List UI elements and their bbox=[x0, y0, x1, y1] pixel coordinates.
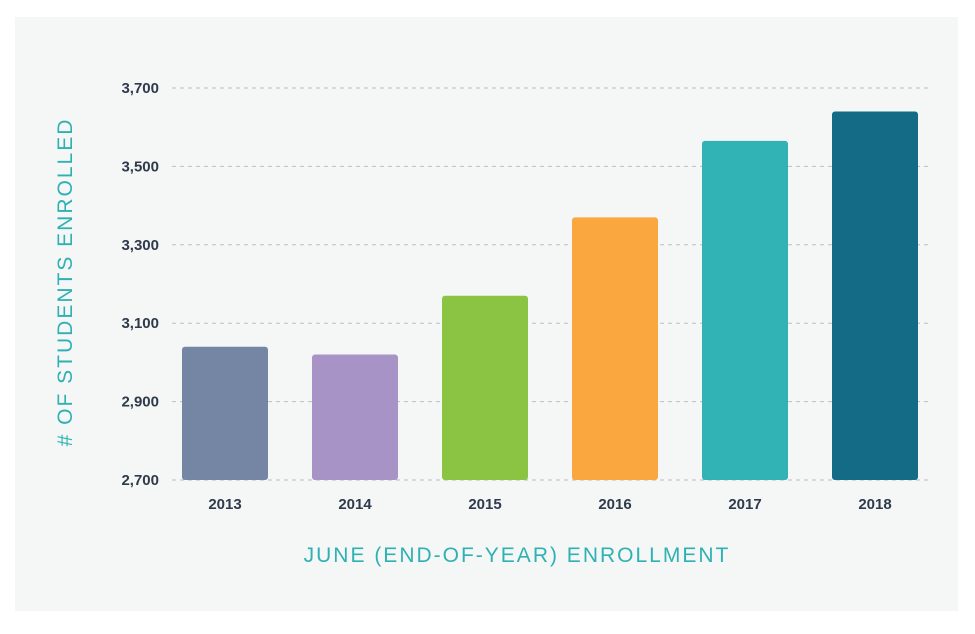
x-tick-label: 2014 bbox=[338, 496, 372, 513]
x-tick-label: 2013 bbox=[208, 496, 241, 513]
bar-2015 bbox=[442, 295, 528, 480]
y-tick-labels: 2,700 2,900 3,100 3,300 3,500 3,700 bbox=[121, 80, 159, 489]
bar-2017 bbox=[702, 140, 788, 481]
y-axis-title: # OF STUDENTS ENROLLED bbox=[54, 118, 77, 447]
x-tick-label: 2015 bbox=[468, 496, 501, 513]
y-tick-label: 3,500 bbox=[121, 158, 159, 175]
x-tick-labels: 2013 2014 2015 2016 2017 2018 bbox=[208, 496, 891, 513]
bars bbox=[182, 111, 918, 481]
gridlines bbox=[172, 87, 930, 481]
x-tick-label: 2016 bbox=[598, 496, 631, 513]
bar-2014 bbox=[312, 354, 398, 480]
x-tick-label: 2017 bbox=[728, 496, 761, 513]
y-tick-label: 3,300 bbox=[121, 237, 159, 254]
bar-2013 bbox=[182, 346, 268, 480]
y-tick-label: 3,700 bbox=[121, 80, 159, 97]
bar-2018 bbox=[832, 111, 918, 481]
y-tick-label: 3,100 bbox=[121, 315, 159, 332]
bar-2016 bbox=[572, 217, 658, 481]
y-tick-label: 2,900 bbox=[121, 394, 159, 411]
x-tick-label: 2018 bbox=[858, 496, 891, 513]
y-tick-label: 2,700 bbox=[121, 472, 159, 489]
x-axis-title: JUNE (END-OF-YEAR) ENROLLMENT bbox=[304, 544, 731, 567]
